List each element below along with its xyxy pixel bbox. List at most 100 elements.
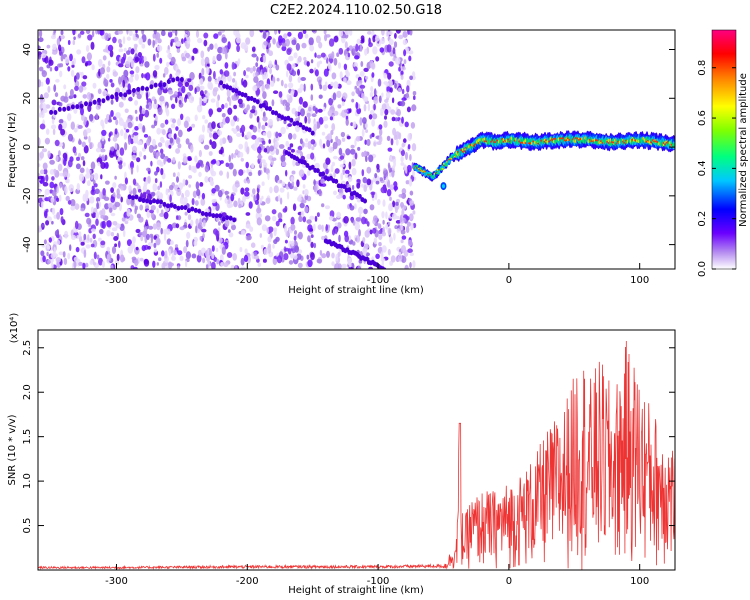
noise-speckle xyxy=(400,162,405,166)
noise-speckle xyxy=(295,43,300,51)
noise-speckle xyxy=(226,89,231,98)
noise-streak xyxy=(101,98,106,104)
noise-speckle xyxy=(401,142,405,148)
noise-speckle xyxy=(87,169,91,174)
noise-speckle xyxy=(191,55,195,61)
noise-speckle xyxy=(372,176,377,183)
noise-speckle xyxy=(251,144,255,150)
noise-speckle xyxy=(63,96,69,103)
noise-speckle xyxy=(366,166,372,174)
noise-speckle xyxy=(307,235,311,243)
noise-speckle xyxy=(207,75,212,82)
noise-speckle xyxy=(91,185,95,192)
noise-speckle xyxy=(413,95,416,100)
noise-speckle xyxy=(56,239,61,245)
noise-speckle xyxy=(156,45,163,52)
noise-speckle xyxy=(368,37,371,45)
noise-speckle xyxy=(378,135,383,143)
noise-speckle xyxy=(373,215,378,223)
noise-speckle xyxy=(253,76,259,83)
noise-speckle xyxy=(44,210,48,219)
noise-speckle xyxy=(69,53,73,62)
spectrogram-y-label: Frequency (Hz) xyxy=(7,112,18,188)
noise-speckle xyxy=(141,30,145,35)
noise-speckle xyxy=(301,42,307,49)
noise-speckle xyxy=(38,55,41,60)
noise-speckle xyxy=(402,214,408,219)
noise-speckle xyxy=(274,141,279,148)
noise-speckle xyxy=(210,170,217,177)
noise-speckle xyxy=(100,215,105,219)
noise-speckle xyxy=(95,218,99,226)
noise-speckle xyxy=(332,92,337,101)
noise-speckle xyxy=(227,74,232,82)
noise-speckle xyxy=(199,98,203,107)
noise-speckle xyxy=(112,221,118,226)
noise-speckle xyxy=(153,30,157,35)
noise-speckle xyxy=(407,239,413,247)
noise-streak xyxy=(165,203,170,209)
noise-speckle xyxy=(302,216,307,223)
noise-speckle xyxy=(285,169,288,177)
noise-speckle xyxy=(236,132,242,137)
noise-streak xyxy=(175,76,180,82)
noise-speckle xyxy=(349,263,352,268)
noise-speckle xyxy=(126,50,131,55)
noise-speckle xyxy=(79,30,85,35)
noise-speckle xyxy=(80,156,85,161)
noise-speckle xyxy=(156,166,160,173)
noise-speckle xyxy=(213,70,216,80)
noise-speckle xyxy=(119,254,125,263)
noise-speckle xyxy=(110,187,114,194)
noise-speckle xyxy=(273,185,279,194)
noise-speckle xyxy=(120,58,124,65)
noise-speckle xyxy=(370,86,374,93)
noise-speckle xyxy=(396,228,401,233)
noise-speckle xyxy=(373,88,377,97)
noise-streak xyxy=(252,97,257,103)
noise-speckle xyxy=(187,78,192,83)
noise-speckle xyxy=(378,95,382,104)
noise-speckle xyxy=(344,169,350,175)
noise-streak xyxy=(193,207,198,213)
noise-speckle xyxy=(318,41,323,49)
noise-speckle xyxy=(254,199,259,205)
noise-speckle xyxy=(363,208,368,215)
noise-speckle xyxy=(246,168,250,174)
noise-speckle xyxy=(313,184,317,193)
noise-speckle xyxy=(42,103,47,111)
noise-speckle xyxy=(38,79,42,88)
noise-speckle xyxy=(239,151,244,158)
noise-speckle xyxy=(157,107,163,116)
noise-speckle xyxy=(60,30,64,35)
noise-speckle xyxy=(156,52,159,58)
noise-speckle xyxy=(400,155,404,163)
noise-speckle xyxy=(205,250,209,257)
noise-speckle xyxy=(385,223,389,230)
noise-speckle xyxy=(264,122,268,127)
noise-speckle xyxy=(49,67,53,72)
spectrogram-x-tick-label: -200 xyxy=(236,275,259,286)
noise-speckle xyxy=(256,192,260,202)
noise-speckle xyxy=(156,192,159,196)
noise-speckle xyxy=(164,250,168,259)
noise-speckle xyxy=(51,189,57,197)
noise-speckle xyxy=(309,68,314,74)
noise-speckle xyxy=(38,175,44,180)
noise-speckle xyxy=(97,141,102,150)
noise-speckle xyxy=(310,252,315,261)
noise-speckle xyxy=(118,76,122,85)
noise-speckle xyxy=(176,48,181,53)
noise-speckle xyxy=(56,37,61,47)
noise-speckle xyxy=(156,262,159,266)
noise-speckle xyxy=(60,128,66,136)
noise-speckle xyxy=(171,103,176,110)
noise-speckle xyxy=(355,217,362,222)
noise-streak xyxy=(365,256,369,262)
noise-speckle xyxy=(38,137,41,146)
noise-speckle xyxy=(350,122,354,127)
noise-speckle xyxy=(323,68,329,77)
noise-speckle xyxy=(112,136,118,142)
noise-speckle xyxy=(372,227,377,234)
noise-speckle xyxy=(351,158,356,167)
